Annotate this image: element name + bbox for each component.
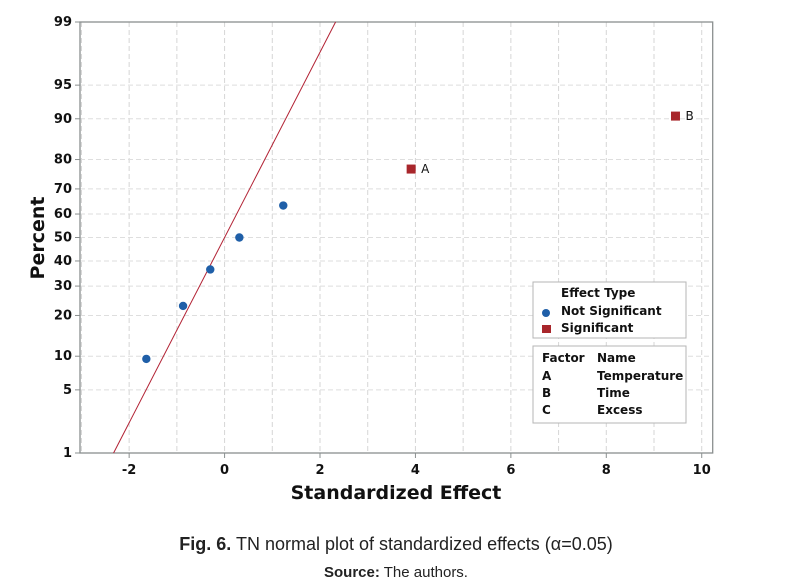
factor-c-name: Excess [597, 403, 642, 417]
x-axis-label: Standardized Effect [291, 482, 502, 504]
x-tick-label: 2 [315, 463, 324, 478]
y-axis-label: Percent [27, 197, 49, 280]
data-points: AB [142, 109, 694, 364]
not-significant-point [235, 233, 244, 242]
y-tick-label: 50 [54, 231, 72, 246]
legend-circle-icon [542, 309, 550, 317]
legend-entry-not-significant: Not Significant [561, 304, 662, 318]
point-label: B [685, 109, 693, 123]
factor-c: C [542, 403, 551, 417]
source-line: Source: The authors. [0, 564, 792, 581]
y-tick-label: 80 [54, 153, 72, 168]
not-significant-point [142, 354, 151, 364]
x-tick-label: 0 [220, 463, 229, 478]
significant-point [406, 164, 416, 174]
y-tick-label: 70 [54, 182, 72, 197]
y-tick-label: 90 [54, 112, 72, 127]
not-significant-point [178, 301, 188, 311]
legend-effect-type: Effect Type Not Significant Significant [532, 281, 687, 339]
significant-point [670, 111, 680, 121]
x-tick-label: 4 [411, 463, 420, 478]
not-significant-point [206, 265, 215, 274]
y-tick-label: 10 [54, 349, 72, 364]
factor-header: Factor [542, 351, 585, 365]
point-label: A [421, 162, 430, 176]
factor-b: B [542, 386, 551, 400]
legend-square-icon [542, 325, 551, 333]
not-significant-point [279, 201, 288, 210]
x-tick-label: -2 [122, 463, 136, 478]
y-tick-label: 20 [54, 308, 72, 323]
legend-title: Effect Type [561, 286, 635, 300]
name-header: Name [597, 351, 636, 365]
y-axis: 1 5 10 20 30 40 50 60 70 80 90 95 99 [54, 15, 80, 461]
y-tick-label: 60 [54, 207, 72, 222]
y-tick-label: 40 [54, 254, 72, 269]
y-tick-label: 5 [63, 383, 72, 398]
x-tick-label: 10 [693, 463, 711, 478]
factor-table: Factor Name A Temperature B Time C Exces… [532, 345, 687, 424]
y-tick-label: 1 [63, 446, 72, 461]
factor-b-name: Time [597, 386, 630, 400]
x-tick-label: 6 [506, 463, 515, 478]
figure-caption: Fig. 6. TN normal plot of standardized e… [0, 534, 792, 555]
factor-a: A [542, 369, 552, 383]
figure-caption-text: TN normal plot of standardized effects (… [235, 534, 613, 554]
x-axis: -2 0 2 4 6 8 10 [122, 453, 711, 478]
x-tick-label: 8 [602, 463, 611, 478]
y-tick-label: 95 [54, 78, 72, 93]
y-tick-label: 99 [54, 15, 72, 30]
y-tick-label: 30 [54, 279, 72, 294]
figure-label: Fig. 6. [179, 534, 232, 554]
source-text: The authors. [383, 564, 468, 581]
reference-line [113, 21, 337, 454]
source-label: Source: [324, 564, 380, 581]
factor-a-name: Temperature [597, 369, 683, 383]
legend-entry-significant: Significant [561, 321, 634, 335]
